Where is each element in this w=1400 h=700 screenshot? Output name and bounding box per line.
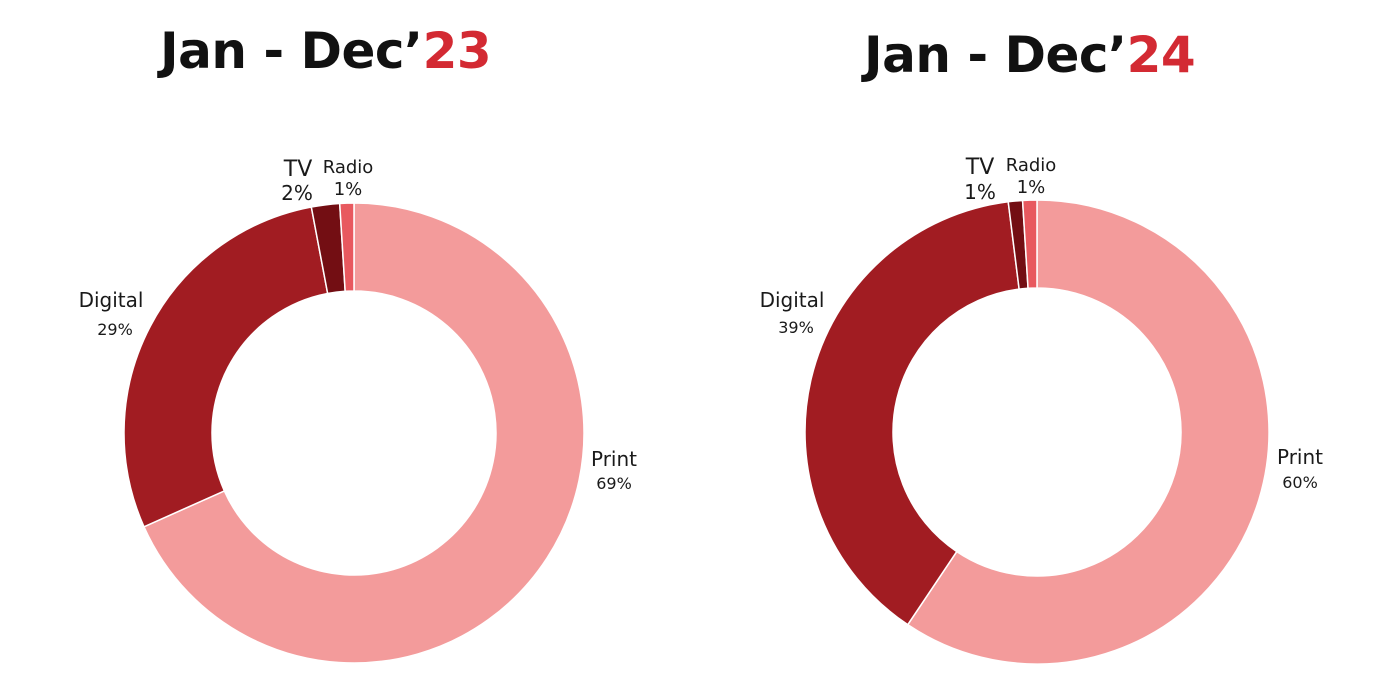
label-print-name: Print bbox=[1277, 445, 1323, 469]
label-radio-name: Radio bbox=[323, 157, 374, 178]
label-digital-value: 29% bbox=[97, 320, 133, 339]
label-tv-name: TV bbox=[965, 155, 995, 180]
slice-digital bbox=[123, 206, 329, 528]
title-prefix: Jan - Dec’ bbox=[160, 22, 423, 80]
chart-title-2023: Jan - Dec’23 bbox=[160, 22, 492, 80]
label-print-value: 69% bbox=[596, 474, 632, 493]
label-tv-value: 2% bbox=[281, 181, 313, 205]
label-digital-name: Digital bbox=[760, 288, 825, 312]
slice-radio bbox=[338, 202, 355, 293]
chart-title-2024: Jan - Dec’24 bbox=[864, 26, 1196, 84]
label-digital-name: Digital bbox=[79, 288, 144, 312]
label-radio-value: 1% bbox=[334, 179, 363, 200]
label-tv-value: 1% bbox=[964, 180, 996, 204]
label-digital-value: 39% bbox=[778, 318, 814, 337]
slice-radio bbox=[1021, 199, 1038, 290]
label-tv-name: TV bbox=[283, 157, 313, 182]
slice-print bbox=[142, 202, 585, 664]
title-year: 23 bbox=[422, 22, 492, 80]
title-year: 24 bbox=[1126, 26, 1196, 84]
title-prefix: Jan - Dec’ bbox=[864, 26, 1127, 84]
label-print-value: 60% bbox=[1282, 473, 1318, 492]
label-radio-value: 1% bbox=[1017, 177, 1046, 198]
label-radio-name: Radio bbox=[1006, 155, 1057, 176]
slice-print bbox=[906, 199, 1270, 665]
slice-digital bbox=[804, 200, 1020, 626]
label-print-name: Print bbox=[591, 447, 637, 471]
